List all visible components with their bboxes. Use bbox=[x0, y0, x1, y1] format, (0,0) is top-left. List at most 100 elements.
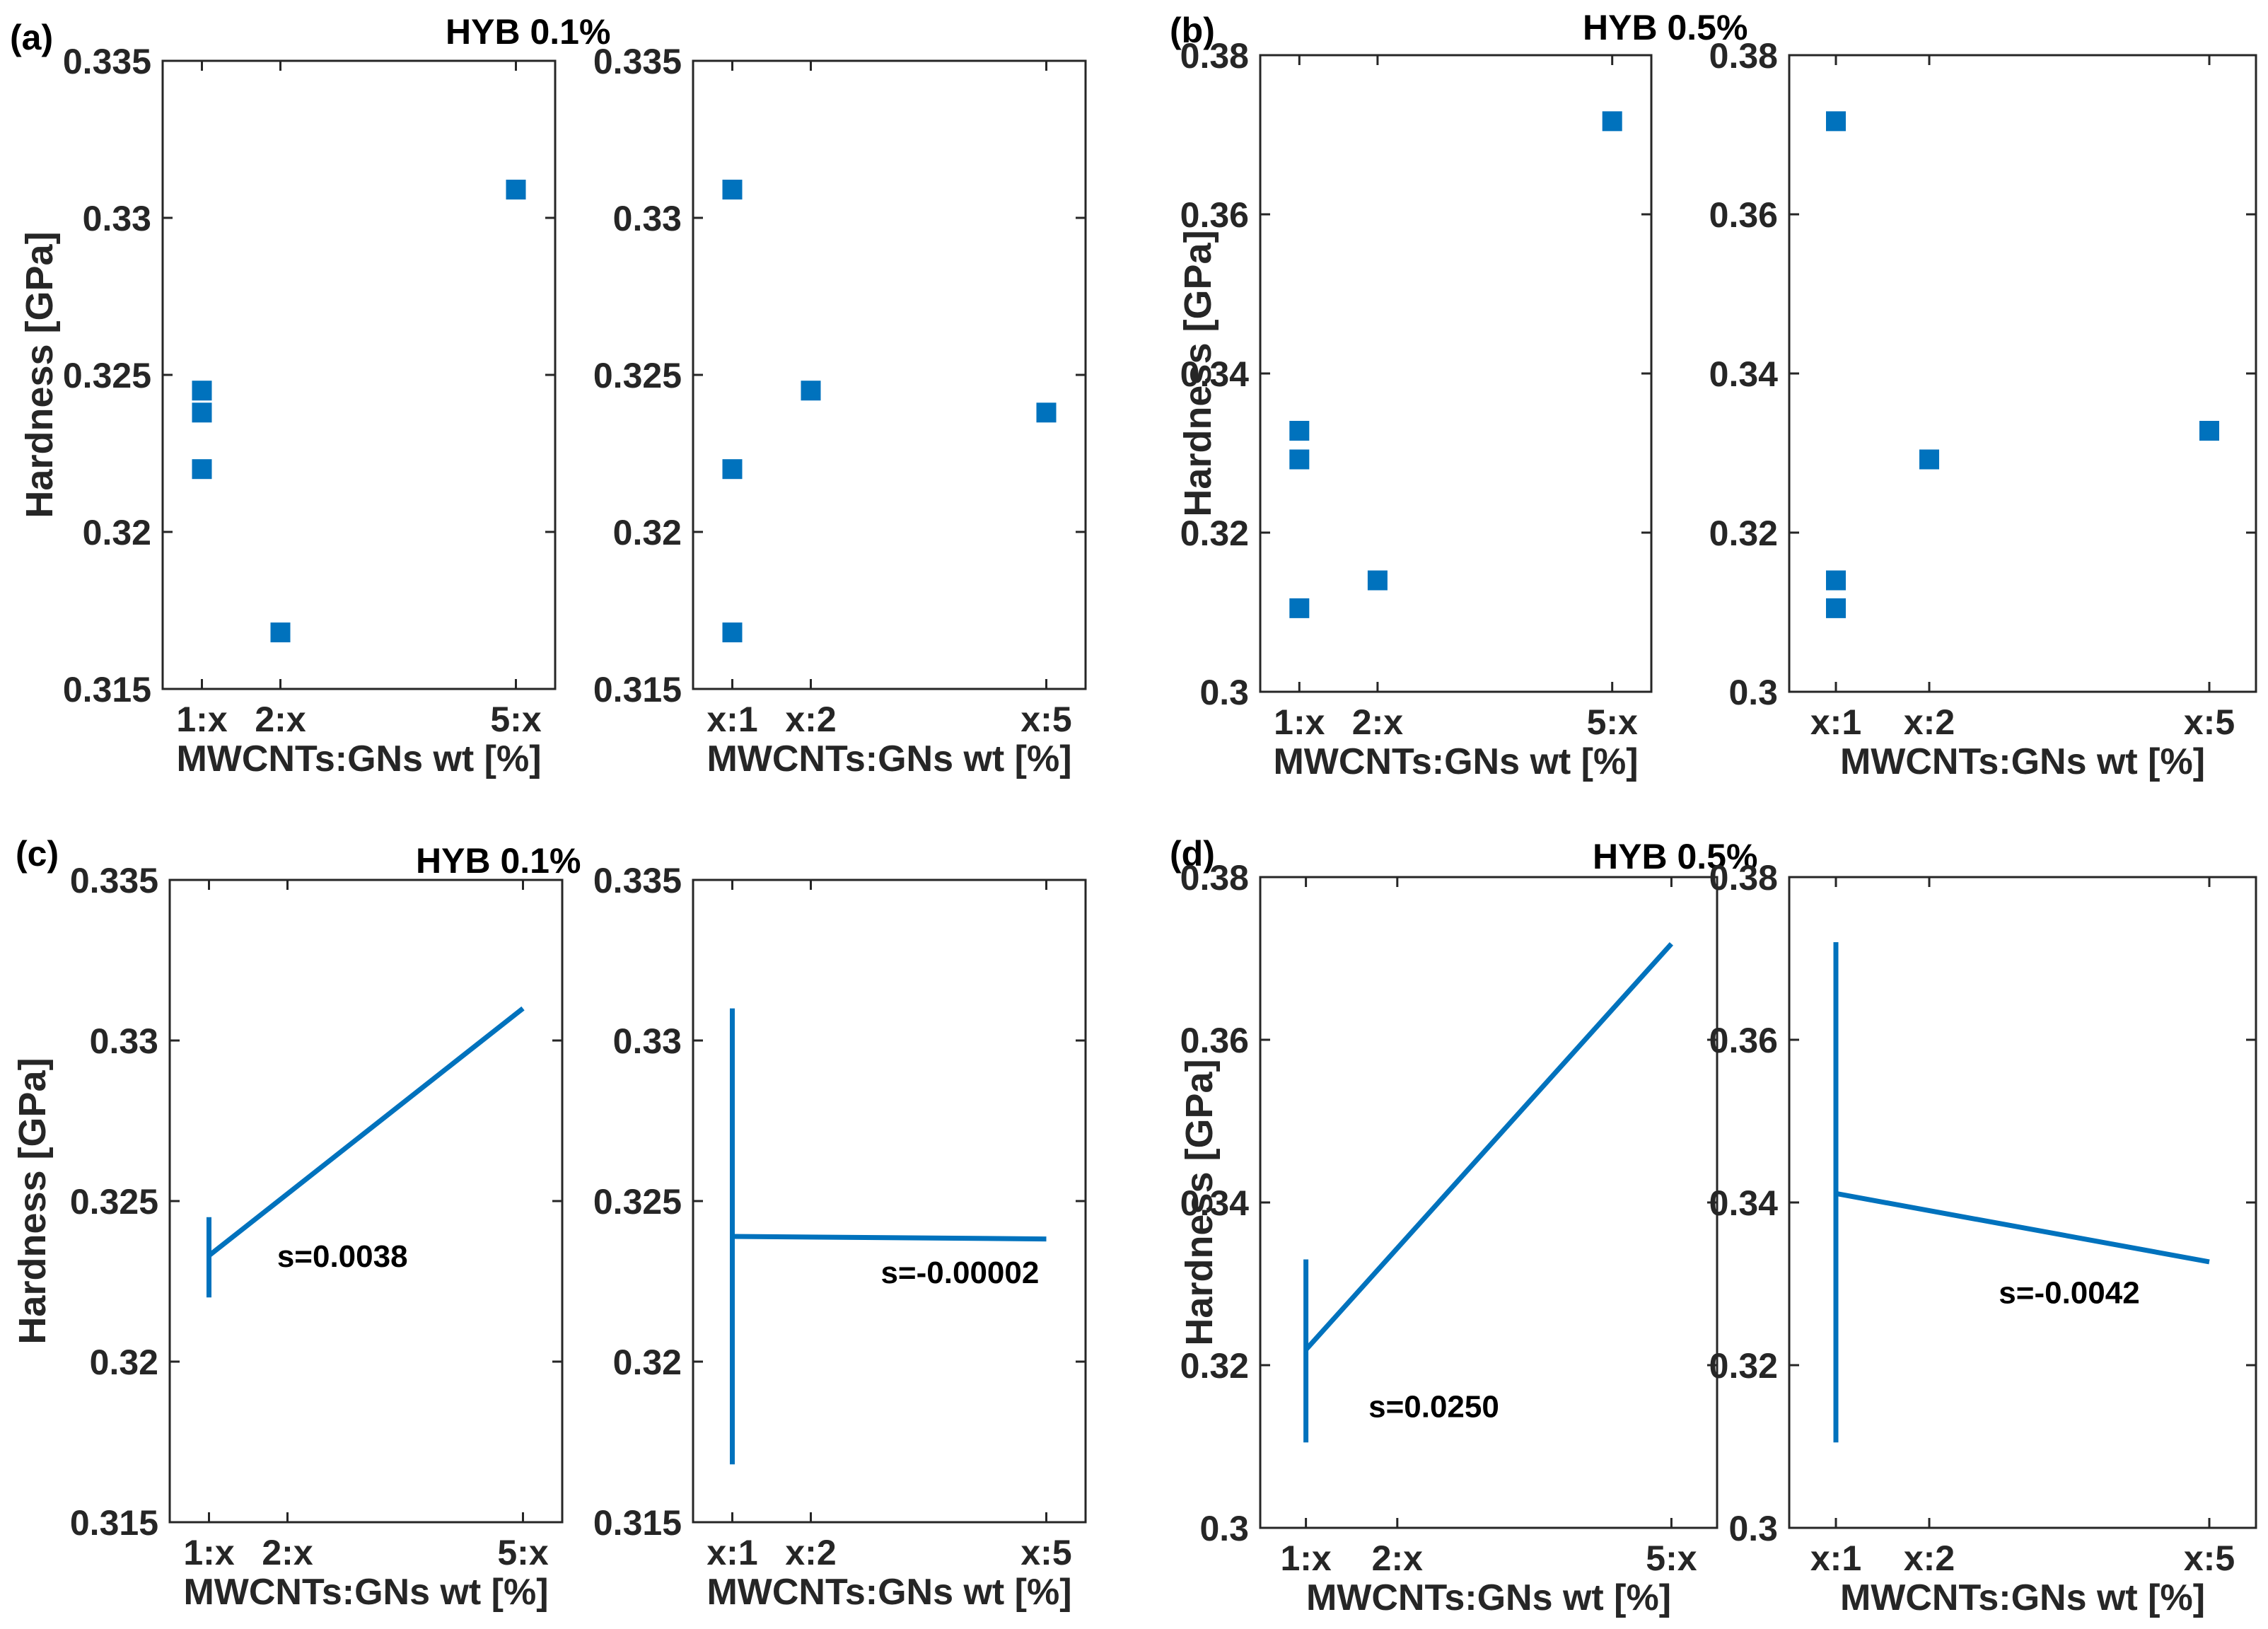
data-point-marker bbox=[1826, 598, 1846, 618]
x-axis-label: MWCNTs:GNs wt [%] bbox=[183, 1572, 548, 1613]
y-tick-label: 0.33 bbox=[90, 1021, 158, 1061]
panel-label-c: (c) bbox=[16, 834, 59, 874]
x-tick-label: 1:x bbox=[183, 1533, 234, 1572]
panel-title-d: HYB 0.5% bbox=[1593, 837, 1757, 876]
y-tick-label: 0.315 bbox=[63, 670, 151, 709]
y-tick-label: 0.32 bbox=[1709, 514, 1778, 553]
y-tick-label: 0.33 bbox=[613, 1021, 682, 1061]
data-point-marker bbox=[1289, 449, 1310, 470]
y-tick-label: 0.34 bbox=[1180, 354, 1250, 394]
x-tick-label: 5:x bbox=[1646, 1538, 1697, 1578]
y-axis-label: Hardness [GPa] bbox=[1177, 230, 1219, 516]
data-point-marker bbox=[1036, 402, 1057, 423]
y-tick-label: 0.32 bbox=[613, 1343, 682, 1382]
y-tick-label: 0.315 bbox=[593, 670, 682, 709]
y-tick-label: 0.3 bbox=[1199, 1509, 1249, 1548]
y-tick-label: 0.34 bbox=[1709, 1183, 1779, 1223]
x-axis-label: MWCNTs:GNs wt [%] bbox=[176, 738, 541, 779]
y-axis-label: Hardness [GPa] bbox=[11, 1057, 54, 1344]
x-tick-label: x:2 bbox=[1904, 1538, 1955, 1578]
axes-box bbox=[161, 59, 557, 690]
x-tick-label: 2:x bbox=[1352, 702, 1403, 742]
y-tick-label: 0.335 bbox=[63, 42, 151, 81]
y-tick-label: 0.32 bbox=[613, 513, 682, 552]
y-tick-label: 0.32 bbox=[83, 513, 151, 552]
axes-box bbox=[168, 879, 564, 1524]
y-tick-label: 0.32 bbox=[90, 1343, 158, 1382]
x-tick-label: 5:x bbox=[490, 700, 541, 739]
panel-title-a: HYB 0.1% bbox=[446, 12, 610, 52]
y-tick-label: 0.33 bbox=[613, 199, 682, 238]
y-tick-label: 0.315 bbox=[593, 1503, 682, 1543]
x-axis-label: MWCNTs:GNs wt [%] bbox=[706, 738, 1071, 779]
data-point-marker bbox=[1826, 111, 1846, 132]
slope-annotation: s=-0.0042 bbox=[1999, 1276, 2139, 1311]
y-tick-label: 0.3 bbox=[1199, 673, 1249, 712]
panel-title-b: HYB 0.5% bbox=[1583, 8, 1747, 47]
x-tick-label: x:2 bbox=[785, 1533, 836, 1572]
data-point-marker bbox=[1919, 449, 1939, 470]
x-axis-label: MWCNTs:GNs wt [%] bbox=[1273, 741, 1638, 782]
x-tick-label: x:5 bbox=[2184, 1538, 2235, 1578]
panel-label-d: (d) bbox=[1170, 834, 1215, 874]
y-tick-label: 0.38 bbox=[1180, 858, 1249, 898]
data-point-marker bbox=[1826, 570, 1846, 591]
fit-line bbox=[207, 1006, 525, 1258]
data-point-marker bbox=[192, 381, 212, 401]
x-tick-label: x:1 bbox=[706, 1533, 757, 1572]
subplot-c-right: 0.315 0.32 0.325 0.33 0.335 x:1 x:2 x:5MWCNTs:G… bbox=[593, 861, 1087, 1613]
data-point-marker bbox=[270, 622, 291, 643]
x-tick-label: 1:x bbox=[1274, 702, 1325, 742]
data-point-marker bbox=[801, 381, 821, 401]
x-tick-label: x:2 bbox=[1904, 702, 1955, 742]
x-axis-label: MWCNTs:GNs wt [%] bbox=[1840, 1577, 2205, 1618]
y-tick-label: 0.36 bbox=[1180, 195, 1249, 235]
x-tick-label: x:2 bbox=[785, 700, 836, 739]
data-point-marker bbox=[192, 402, 212, 423]
data-point-marker bbox=[506, 180, 526, 200]
data-point-marker bbox=[1367, 570, 1388, 591]
y-tick-label: 0.325 bbox=[63, 356, 151, 395]
subplot-a-left: 0.315 0.32 0.325 0.33 0.335 1:x 2:x 5:xMWCNTs:G… bbox=[18, 42, 557, 779]
y-tick-label: 0.34 bbox=[1709, 354, 1779, 394]
data-point-marker bbox=[1289, 598, 1310, 618]
y-tick-label: 0.32 bbox=[1180, 1346, 1249, 1386]
y-axis-label: Hardness [GPa] bbox=[1178, 1059, 1221, 1345]
x-axis-label: MWCNTs:GNs wt [%] bbox=[1840, 741, 2205, 782]
data-point-marker bbox=[2199, 421, 2219, 441]
x-tick-label: 5:x bbox=[1587, 702, 1638, 742]
data-point-marker bbox=[722, 459, 743, 480]
x-tick-label: x:5 bbox=[1020, 700, 1071, 739]
fit-line bbox=[1303, 941, 1674, 1352]
data-point-marker bbox=[192, 459, 212, 480]
x-tick-label: 5:x bbox=[497, 1533, 548, 1572]
panel-label-a: (a) bbox=[10, 18, 53, 57]
data-point-marker bbox=[722, 180, 743, 200]
data-point-marker bbox=[1289, 421, 1310, 441]
y-tick-label: 0.38 bbox=[1709, 858, 1778, 898]
axes-box bbox=[692, 879, 1087, 1524]
slope-annotation: s=-0.00002 bbox=[880, 1256, 1039, 1290]
x-axis-label: MWCNTs:GNs wt [%] bbox=[706, 1572, 1071, 1613]
panel-label-b: (b) bbox=[1170, 11, 1215, 50]
axes-box bbox=[1259, 54, 1653, 693]
y-tick-label: 0.34 bbox=[1180, 1183, 1250, 1223]
slope-annotation: s=0.0250 bbox=[1368, 1390, 1499, 1425]
y-tick-label: 0.335 bbox=[593, 42, 682, 81]
y-tick-label: 0.36 bbox=[1180, 1021, 1249, 1060]
data-point-marker bbox=[1602, 111, 1622, 132]
y-tick-label: 0.325 bbox=[593, 1182, 682, 1222]
y-tick-label: 0.38 bbox=[1180, 36, 1249, 76]
slope-annotation: s=0.0038 bbox=[277, 1239, 408, 1274]
x-tick-label: x:5 bbox=[1020, 1533, 1071, 1572]
fit-line bbox=[732, 1234, 1047, 1242]
y-tick-label: 0.3 bbox=[1728, 673, 1778, 712]
x-tick-label: 2:x bbox=[255, 700, 306, 739]
data-point-marker bbox=[722, 622, 743, 643]
x-tick-label: x:1 bbox=[1810, 1538, 1861, 1578]
